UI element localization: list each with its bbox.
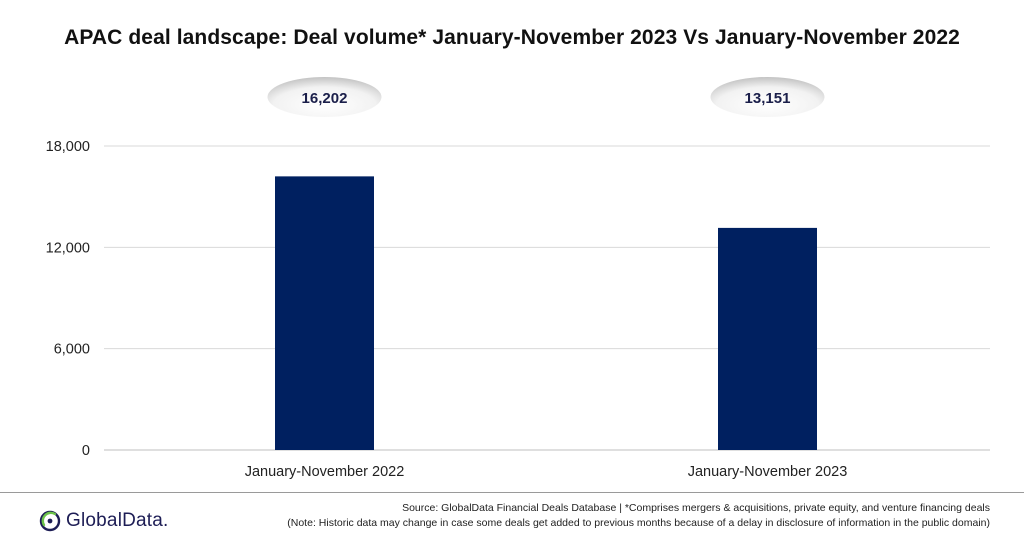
source-line: Source: GlobalData Financial Deals Datab… (402, 502, 990, 514)
x-axis-categories: January-November 2022 January-November 20… (245, 464, 848, 480)
y-tick-label: 12,000 (46, 240, 90, 256)
data-labels: 16,202 13,151 (267, 77, 825, 117)
bar (718, 227, 817, 450)
y-tick-label: 0 (82, 443, 90, 459)
footer-divider (0, 492, 1024, 493)
data-label-bubble (710, 77, 825, 117)
globaldata-logo-icon (39, 510, 61, 532)
data-label-bubble (267, 77, 382, 117)
note-line: (Note: Historic data may change in case … (287, 517, 990, 529)
chart-title: APAC deal landscape: Deal volume* Januar… (64, 26, 960, 49)
data-label-callout: 16,202 (267, 77, 382, 117)
x-category-label: January-November 2023 (688, 464, 848, 480)
y-axis-ticks: 0 6,000 12,000 18,000 (46, 139, 90, 459)
y-tick-label: 6,000 (54, 342, 90, 358)
gridlines (104, 145, 990, 451)
x-category-label: January-November 2022 (245, 464, 405, 480)
data-label-callout: 13,151 (710, 77, 825, 117)
source-note: Source: GlobalData Financial Deals Datab… (170, 501, 990, 531)
data-label: 13,151 (745, 90, 791, 107)
bar-chart: 0 6,000 12,000 18,000 January-November 2022… (46, 77, 990, 480)
y-tick-label: 18,000 (46, 139, 90, 155)
bars (275, 176, 817, 451)
bar (275, 176, 374, 451)
data-label: 16,202 (302, 90, 348, 107)
logo-text: GlobalData. (66, 510, 169, 531)
globaldata-logo: GlobalData. (38, 508, 169, 534)
